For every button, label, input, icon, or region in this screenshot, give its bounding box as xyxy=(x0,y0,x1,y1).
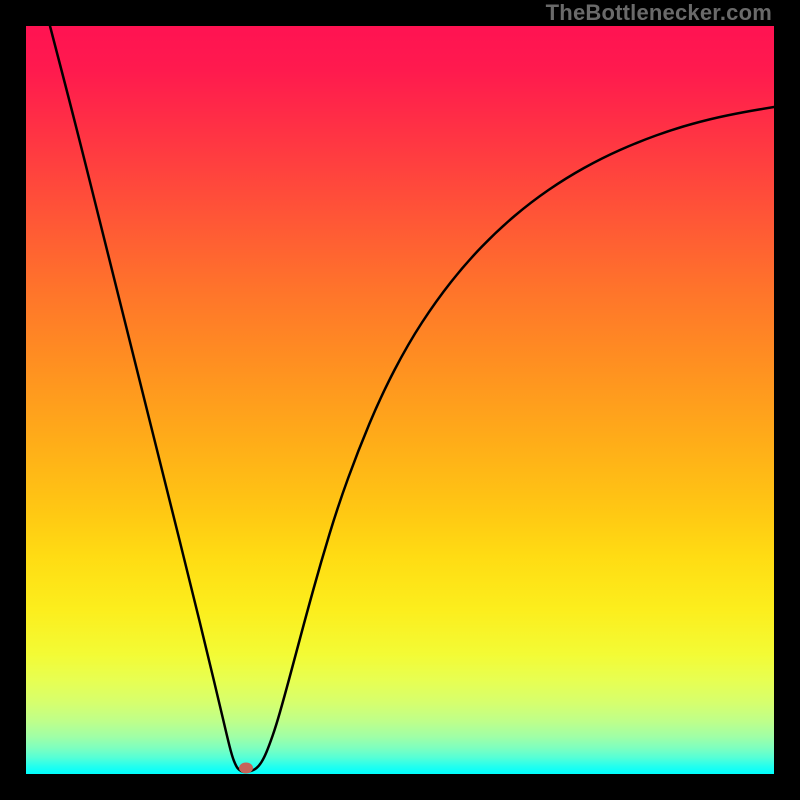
watermark-text: TheBottlenecker.com xyxy=(546,0,772,26)
minimum-marker-icon xyxy=(239,763,253,774)
plot-area xyxy=(26,26,774,774)
curve-layer xyxy=(26,26,774,774)
chart-frame: TheBottlenecker.com xyxy=(0,0,800,800)
curve-path xyxy=(50,26,774,772)
